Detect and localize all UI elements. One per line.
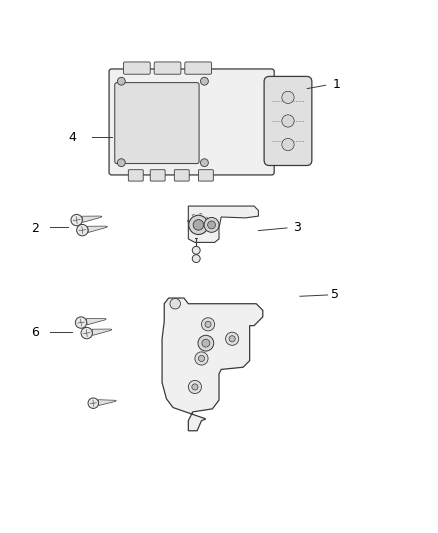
- Polygon shape: [162, 298, 263, 431]
- Circle shape: [77, 224, 88, 236]
- Circle shape: [229, 336, 235, 342]
- FancyBboxPatch shape: [109, 69, 274, 175]
- Circle shape: [71, 214, 82, 226]
- Circle shape: [226, 332, 239, 345]
- FancyBboxPatch shape: [198, 169, 213, 181]
- FancyBboxPatch shape: [174, 169, 189, 181]
- Polygon shape: [88, 226, 108, 232]
- FancyBboxPatch shape: [115, 83, 199, 164]
- Polygon shape: [98, 400, 117, 406]
- Text: 3: 3: [293, 221, 301, 235]
- Text: 4: 4: [69, 131, 77, 144]
- Circle shape: [282, 91, 294, 103]
- Circle shape: [205, 321, 211, 327]
- Circle shape: [208, 221, 215, 229]
- Circle shape: [201, 77, 208, 85]
- FancyBboxPatch shape: [124, 62, 150, 74]
- Text: 5: 5: [331, 288, 339, 302]
- Circle shape: [204, 217, 219, 232]
- Circle shape: [198, 335, 214, 351]
- Polygon shape: [188, 206, 258, 243]
- Circle shape: [170, 298, 180, 309]
- Circle shape: [192, 246, 200, 254]
- FancyBboxPatch shape: [185, 62, 212, 74]
- Text: 2: 2: [32, 222, 39, 235]
- Polygon shape: [92, 329, 112, 335]
- Circle shape: [192, 255, 200, 263]
- FancyBboxPatch shape: [154, 62, 181, 74]
- FancyBboxPatch shape: [150, 169, 165, 181]
- Circle shape: [189, 215, 208, 235]
- Polygon shape: [86, 319, 106, 325]
- Circle shape: [117, 77, 125, 85]
- Polygon shape: [82, 216, 102, 222]
- Circle shape: [81, 327, 92, 339]
- Circle shape: [75, 317, 87, 328]
- Circle shape: [282, 139, 294, 151]
- Text: 1: 1: [333, 78, 341, 91]
- Circle shape: [202, 339, 210, 347]
- Circle shape: [198, 356, 205, 361]
- FancyBboxPatch shape: [264, 76, 312, 166]
- Circle shape: [195, 352, 208, 365]
- Circle shape: [192, 384, 198, 390]
- Circle shape: [88, 398, 99, 408]
- FancyBboxPatch shape: [128, 169, 143, 181]
- Circle shape: [193, 220, 204, 230]
- Circle shape: [201, 318, 215, 331]
- Circle shape: [201, 159, 208, 167]
- Text: 6: 6: [32, 326, 39, 338]
- Circle shape: [117, 159, 125, 167]
- Circle shape: [282, 115, 294, 127]
- Circle shape: [188, 381, 201, 393]
